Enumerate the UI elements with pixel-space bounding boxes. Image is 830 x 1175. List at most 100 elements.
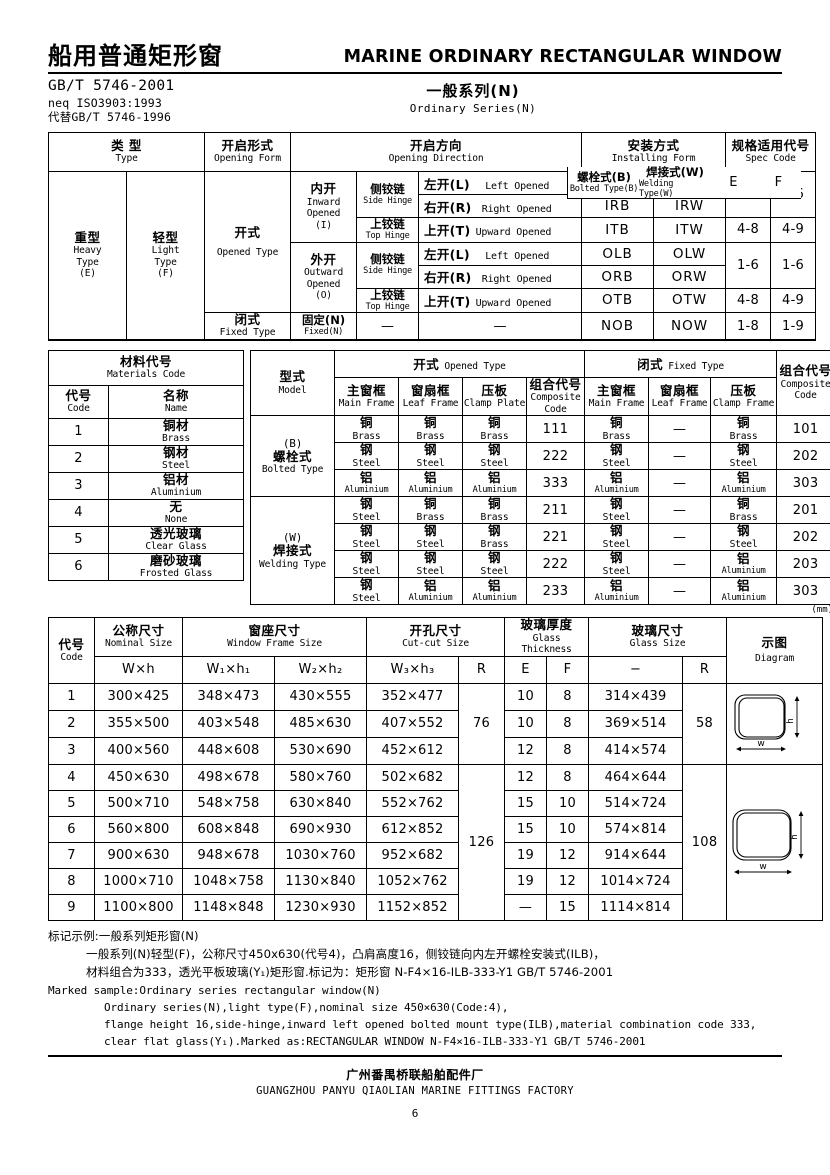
td-nominal: 500×710 — [94, 789, 183, 817]
td-mat: 铝 Aluminium — [584, 577, 650, 606]
series-block: 一般系列(N) Ordinary Series(N) — [378, 80, 568, 115]
td-r2-top: 58 — [682, 682, 728, 765]
table-row: 钢 Steel 钢 Steel 钢 Steel 222 钢 Steel — 铝 Alumi… — [251, 550, 830, 579]
th-r: R — [458, 655, 506, 684]
td-spec-e: 4-8 — [725, 217, 772, 243]
td-cutout: 552×762 — [366, 789, 460, 817]
td-mat: 铝 Aluminium — [584, 469, 650, 498]
table-row: 2 钢材 Steel — [48, 444, 244, 473]
td-side-hinge-inward: 侧铰链 Side Hinge — [356, 171, 420, 218]
table-row: 钢 Steel 铝 Aluminium 铝 Aluminium 233 铝 Alumin… — [251, 577, 830, 606]
td-welding-code: ORW — [653, 264, 727, 289]
table-row: 材料代号 Materials Code — [48, 349, 244, 386]
th-glass-thickness: 玻璃厚度 Glass Thickness — [504, 617, 590, 657]
td-top-hinge-outward: 上铰链 Top Hinge — [356, 287, 420, 314]
th-opened-type: 开式 Opened Type — [333, 349, 586, 378]
document-header: 船用普通矩形窗 MARINE ORDINARY RECTANGULAR WIND… — [48, 0, 782, 68]
td-mat: 钢 Steel — [584, 496, 650, 525]
td-direction: 上开(T) Upward Opened — [418, 287, 583, 314]
td-direction-none: — — [418, 312, 583, 340]
td-spec-f: 1-6 — [770, 241, 817, 289]
td-mat: 铜 Brass — [334, 415, 399, 444]
td-f: 10 — [546, 815, 590, 843]
td-inward-opened: 内开 Inward Opened (I) — [290, 171, 358, 243]
td-side-hinge-outward: 侧铰链 Side Hinge — [356, 241, 420, 289]
th-cutout-size: 开孔尺寸 Cut-cut Size — [366, 617, 506, 657]
footer-divider — [48, 1054, 782, 1057]
th-clamp-frame-fixed: 压板 Clamp Frame — [710, 376, 778, 417]
td-nominal: 900×630 — [94, 841, 183, 869]
table-row: W×h W₁×h₁ W₂×h₂ W₃×h₃ R E F − R — [49, 655, 823, 684]
th-nominal-size: 公称尺寸 Nominal Size — [94, 617, 183, 657]
td-e: 19 — [504, 867, 548, 895]
td-glass: 574×814 — [588, 815, 684, 843]
th-installing-form: 安装方式 Installing Form — [581, 132, 727, 172]
type-opening-table: 类 型 Type 开启形式 Opening Form 开启方向 Opening Dir… — [47, 132, 817, 341]
company-name-cn: 广州番禺桥联船舶配件厂 — [346, 1067, 484, 1082]
td-frame1: 348×473 — [182, 682, 275, 711]
th-name: 名称 Name — [108, 384, 244, 419]
td-mat: 铝 Aluminium — [462, 577, 527, 606]
td-material-code: 3 — [48, 471, 109, 500]
td-frame2: 1230×930 — [273, 893, 368, 921]
td-cutout: 612×852 — [366, 815, 460, 843]
th-materials-code: 材料代号 Materials Code — [48, 349, 244, 386]
td-mat: 钢 Steel — [334, 496, 399, 525]
td-cutout: 1152×852 — [366, 893, 460, 921]
note-line-6: flange height 16,side-hinge,inward left … — [104, 1017, 757, 1031]
th-diagram: 示图 Diagram — [726, 617, 824, 684]
note-line-3: 材料组合为333，透光平板玻璃(Y₁)矩形窗.标记为：矩形窗 N-F4×16-I… — [86, 964, 614, 979]
td-hinge-none: — — [356, 312, 420, 340]
note-line-1: 标记示例:一般系列矩形窗(N) — [48, 928, 199, 943]
td-direction: 右开(R) Right Opened — [418, 264, 583, 289]
th-code: 代号 Code — [48, 384, 109, 419]
td-material-code: 1 — [48, 417, 109, 446]
td-frame2: 1130×840 — [273, 867, 368, 895]
td-material-code: 5 — [48, 525, 109, 554]
td-r2-bottom: 108 — [682, 763, 728, 921]
td-welding-code: IRW — [653, 194, 727, 218]
table-row: 主窗框 Main Frame 窗扇框 Leaf Frame 压板 Clamp Plat… — [251, 376, 830, 417]
th-w2h2: W₂×h₂ — [273, 655, 368, 684]
document-footer: 广州番禺桥联船舶配件厂 GUANGZHOU PANYU QIAOLIAN MAR… — [48, 1066, 782, 1097]
td-material-name: 铝材 Aluminium — [108, 471, 244, 500]
th-spec-code: 规格适用代号 Spec Code — [725, 132, 817, 172]
td-bolted-code: NOB — [581, 312, 655, 340]
td-composite-code: 202 — [776, 442, 830, 471]
td-frame1: 403×548 — [182, 709, 275, 738]
td-e: 10 — [504, 709, 548, 738]
td-glass: 914×644 — [588, 841, 684, 869]
standard-neq: neq ISO3903:1993 — [48, 95, 162, 110]
th-wh: W×h — [94, 655, 183, 684]
svg-text:h: h — [786, 718, 796, 724]
table-row: 上铰链 Top Hinge 上开(T) Upward Opened OTB OTW… — [49, 287, 817, 314]
td-f: 8 — [546, 682, 590, 711]
td-glass: 464×644 — [588, 763, 684, 791]
td-mat: 铝 Aluminium — [710, 577, 778, 606]
td-mat: 钢 Brass — [462, 523, 527, 552]
td-glass: 314×439 — [588, 682, 684, 711]
td-composite-code: 111 — [525, 415, 586, 444]
td-frame2: 690×930 — [273, 815, 368, 843]
td-mat: 钢 Steel — [462, 442, 527, 471]
td-frame1: 1148×848 — [182, 893, 275, 921]
series-label-cn: 一般系列(N) — [426, 82, 520, 100]
td-nominal: 1000×710 — [94, 867, 183, 895]
table-row: 9 1100×800 1148×848 1230×930 1152×852 — … — [48, 893, 823, 921]
td-material-name: 钢材 Steel — [108, 444, 244, 473]
td-f: 12 — [546, 867, 590, 895]
table-row: (W) 焊接式 Welding Type 钢 Steel 铜 Brass 铜 Brass … — [250, 496, 830, 606]
td-mat: 铜 Brass — [462, 415, 527, 444]
td-mat: 钢 Steel — [710, 442, 778, 471]
td-f: 15 — [546, 893, 590, 921]
td-spec-f: 1-6 — [770, 171, 817, 218]
td-spec-f: 4-9 — [770, 287, 817, 314]
td-mat: 钢 Steel — [398, 523, 463, 552]
td-bolted-code: ORB — [581, 264, 655, 289]
table-row: 4 450×630 498×678 580×760 502×682 126 12… — [48, 763, 824, 921]
table-row: 1 300×425 348×473 430×555 352×477 76 10 … — [48, 682, 824, 765]
company-name-en: GUANGZHOU PANYU QIAOLIAN MARINE FITTINGS… — [256, 1084, 574, 1097]
table-row: 铝 Aluminium 铝 Aluminium 铝 Aluminium 333 铝 Al… — [251, 469, 830, 498]
td-mat: 钢 Steel — [584, 442, 650, 471]
td-welding-code: ITW — [653, 217, 727, 243]
